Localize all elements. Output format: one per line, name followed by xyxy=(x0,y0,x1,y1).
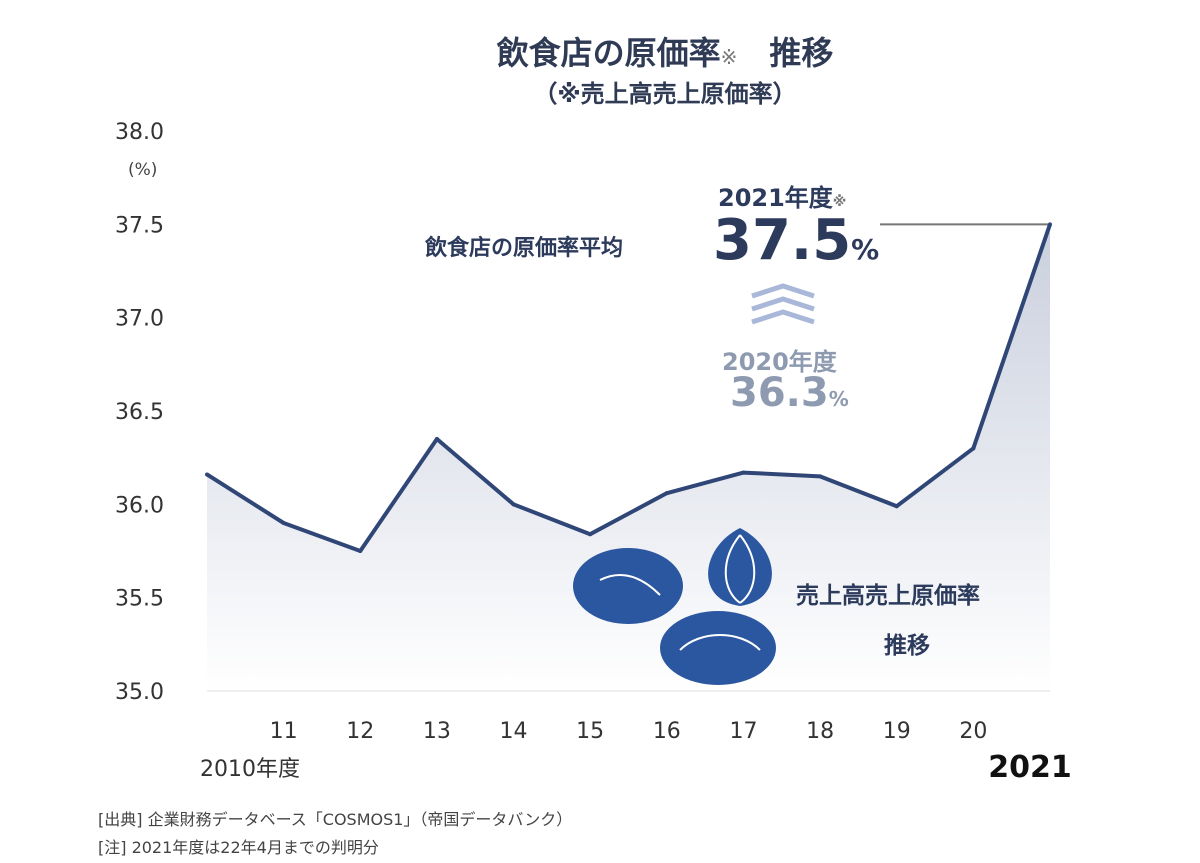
data-point xyxy=(588,532,593,537)
data-point xyxy=(894,504,899,509)
onion-icon xyxy=(708,528,772,606)
y2020-label: 2020年度 xyxy=(722,348,837,376)
chart-subtitle: （※売上高売上原価率） xyxy=(533,80,797,108)
area-fill xyxy=(207,224,1050,692)
series-label-1: 売上高売上原価率 xyxy=(796,583,980,609)
y-tick-label: 35.5 xyxy=(115,587,164,612)
y-tick-label: 36.0 xyxy=(115,493,164,518)
data-point xyxy=(971,446,976,451)
data-point xyxy=(281,521,286,525)
x-tick-label: 15 xyxy=(576,719,604,744)
up-arrows-icon xyxy=(750,282,816,330)
cabbage-icon xyxy=(573,548,683,624)
y2021-label: 2021年度※ xyxy=(718,184,847,212)
x-tick-label: 20 xyxy=(959,719,987,744)
footnote: [注] 2021年度は22年4月までの判明分 xyxy=(98,838,379,857)
y-tick-label: 36.5 xyxy=(115,400,164,425)
y-tick-label: 38.0 xyxy=(115,120,164,145)
data-point xyxy=(511,502,516,507)
x-tick-label: 13 xyxy=(423,719,451,744)
y2020-value: 36.3% xyxy=(730,370,849,416)
x-tick-label: 2021 xyxy=(988,750,1072,785)
x-tick-label: 19 xyxy=(883,719,911,744)
data-point xyxy=(434,437,439,441)
y-tick-label: 37.0 xyxy=(115,307,164,332)
x-tick-label: 12 xyxy=(346,719,374,744)
data-point xyxy=(664,491,669,496)
data-point xyxy=(205,472,209,477)
chart-title: 飲食店の原価率※ 推移 xyxy=(496,34,834,72)
series-line xyxy=(205,223,1052,553)
series-label-2: 推移 xyxy=(884,633,930,659)
x-tick-label: 11 xyxy=(270,719,298,744)
y-tick-label: 37.5 xyxy=(115,213,164,238)
y-axis-unit: (%) xyxy=(128,160,158,180)
y-tick-label: 35.0 xyxy=(115,680,164,705)
avg-label: 飲食店の原価率平均 xyxy=(425,236,624,261)
data-point xyxy=(358,549,363,553)
y2021-value: 37.5% xyxy=(713,208,880,273)
x-tick-label: 2010年度 xyxy=(200,757,300,782)
lettuce-icon xyxy=(660,611,776,685)
data-point xyxy=(741,470,746,475)
data-point xyxy=(1048,222,1052,227)
x-tick-label: 18 xyxy=(806,719,834,744)
x-tick-label: 17 xyxy=(729,719,757,744)
data-point xyxy=(818,474,823,479)
source-note: [出典] 企業財務データベース「COSMOS1」（帝国データバンク） xyxy=(98,810,573,829)
x-tick-label: 14 xyxy=(500,719,528,744)
vegetables-illustration xyxy=(573,528,776,685)
x-tick-label: 16 xyxy=(653,719,681,744)
